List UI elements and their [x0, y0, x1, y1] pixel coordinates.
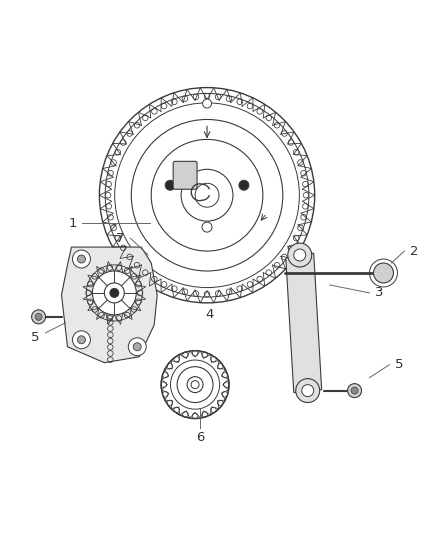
Circle shape	[35, 313, 42, 320]
Polygon shape	[286, 253, 321, 393]
Circle shape	[187, 377, 203, 393]
Text: 3: 3	[375, 286, 384, 300]
Circle shape	[296, 378, 320, 402]
Circle shape	[32, 310, 46, 324]
Circle shape	[128, 338, 146, 356]
Text: 6: 6	[196, 431, 204, 444]
Circle shape	[104, 283, 124, 303]
Circle shape	[239, 180, 249, 190]
Circle shape	[302, 385, 314, 397]
Circle shape	[133, 343, 141, 351]
Circle shape	[165, 180, 175, 190]
Circle shape	[92, 271, 136, 315]
Circle shape	[110, 288, 119, 297]
Polygon shape	[61, 247, 157, 362]
Circle shape	[99, 87, 314, 303]
Text: 7: 7	[116, 232, 124, 245]
Circle shape	[181, 169, 233, 221]
Text: 2: 2	[410, 245, 419, 257]
Circle shape	[72, 331, 90, 349]
Circle shape	[195, 183, 219, 207]
Circle shape	[294, 249, 306, 261]
Circle shape	[78, 336, 85, 344]
Circle shape	[151, 140, 263, 251]
Circle shape	[288, 243, 312, 267]
Circle shape	[131, 119, 283, 271]
Circle shape	[202, 222, 212, 232]
Circle shape	[351, 387, 358, 394]
FancyBboxPatch shape	[173, 161, 197, 189]
Circle shape	[78, 255, 85, 263]
Text: 5: 5	[32, 332, 40, 344]
Text: 5: 5	[395, 358, 404, 371]
Circle shape	[72, 250, 90, 268]
Text: 4: 4	[206, 309, 214, 321]
Text: 1: 1	[68, 216, 77, 230]
Circle shape	[374, 263, 393, 283]
Circle shape	[191, 381, 199, 389]
Circle shape	[202, 99, 212, 108]
Circle shape	[348, 384, 361, 398]
Circle shape	[161, 351, 229, 418]
Circle shape	[177, 367, 213, 402]
